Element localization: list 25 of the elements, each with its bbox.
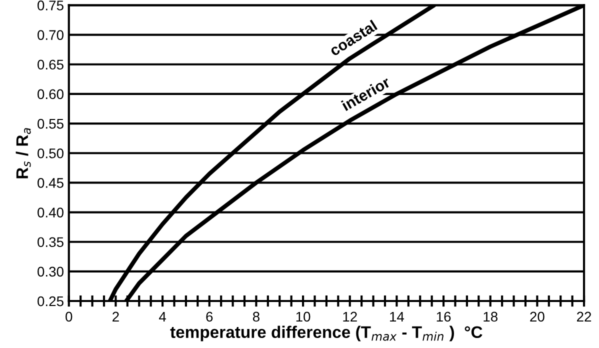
y-tick-label: 0.65: [38, 60, 64, 70]
y-tick-label: 0.25: [38, 296, 64, 306]
x-tick-label: 6: [206, 312, 213, 322]
x-tick-label: 22: [577, 312, 592, 322]
y-tick-label: 0.70: [38, 30, 64, 40]
y-tick-label: 0.35: [38, 237, 64, 248]
y-tick-label: 0.30: [38, 266, 64, 277]
x-axis-title: temperature difference (T$_{max}$ - T$_{min}$ ) °C: [170, 326, 482, 342]
x-tick-label: 0: [66, 312, 72, 322]
x-tick-label: 2: [112, 312, 119, 322]
y-axis-title: R$_{s}$ / R$_{a}$: [16, 128, 31, 178]
y-tick-label: 0.75: [38, 0, 64, 10]
y-tick-label: 0.45: [38, 178, 64, 188]
y-tick-label: 0.50: [38, 148, 64, 158]
x-tick-label: 4: [159, 312, 166, 322]
x-tick-label: 14: [390, 312, 404, 322]
y-tick-label: 0.40: [38, 208, 64, 218]
x-tick-label: 8: [252, 312, 260, 322]
x-tick-label: 20: [530, 312, 544, 322]
x-tick-label: 18: [484, 312, 498, 322]
x-tick-label: 16: [436, 312, 451, 322]
y-tick-label: 0.60: [38, 89, 64, 100]
y-tick-label: 0.55: [38, 118, 64, 129]
x-tick-label: 12: [343, 312, 357, 322]
x-tick-label: 10: [296, 312, 310, 322]
